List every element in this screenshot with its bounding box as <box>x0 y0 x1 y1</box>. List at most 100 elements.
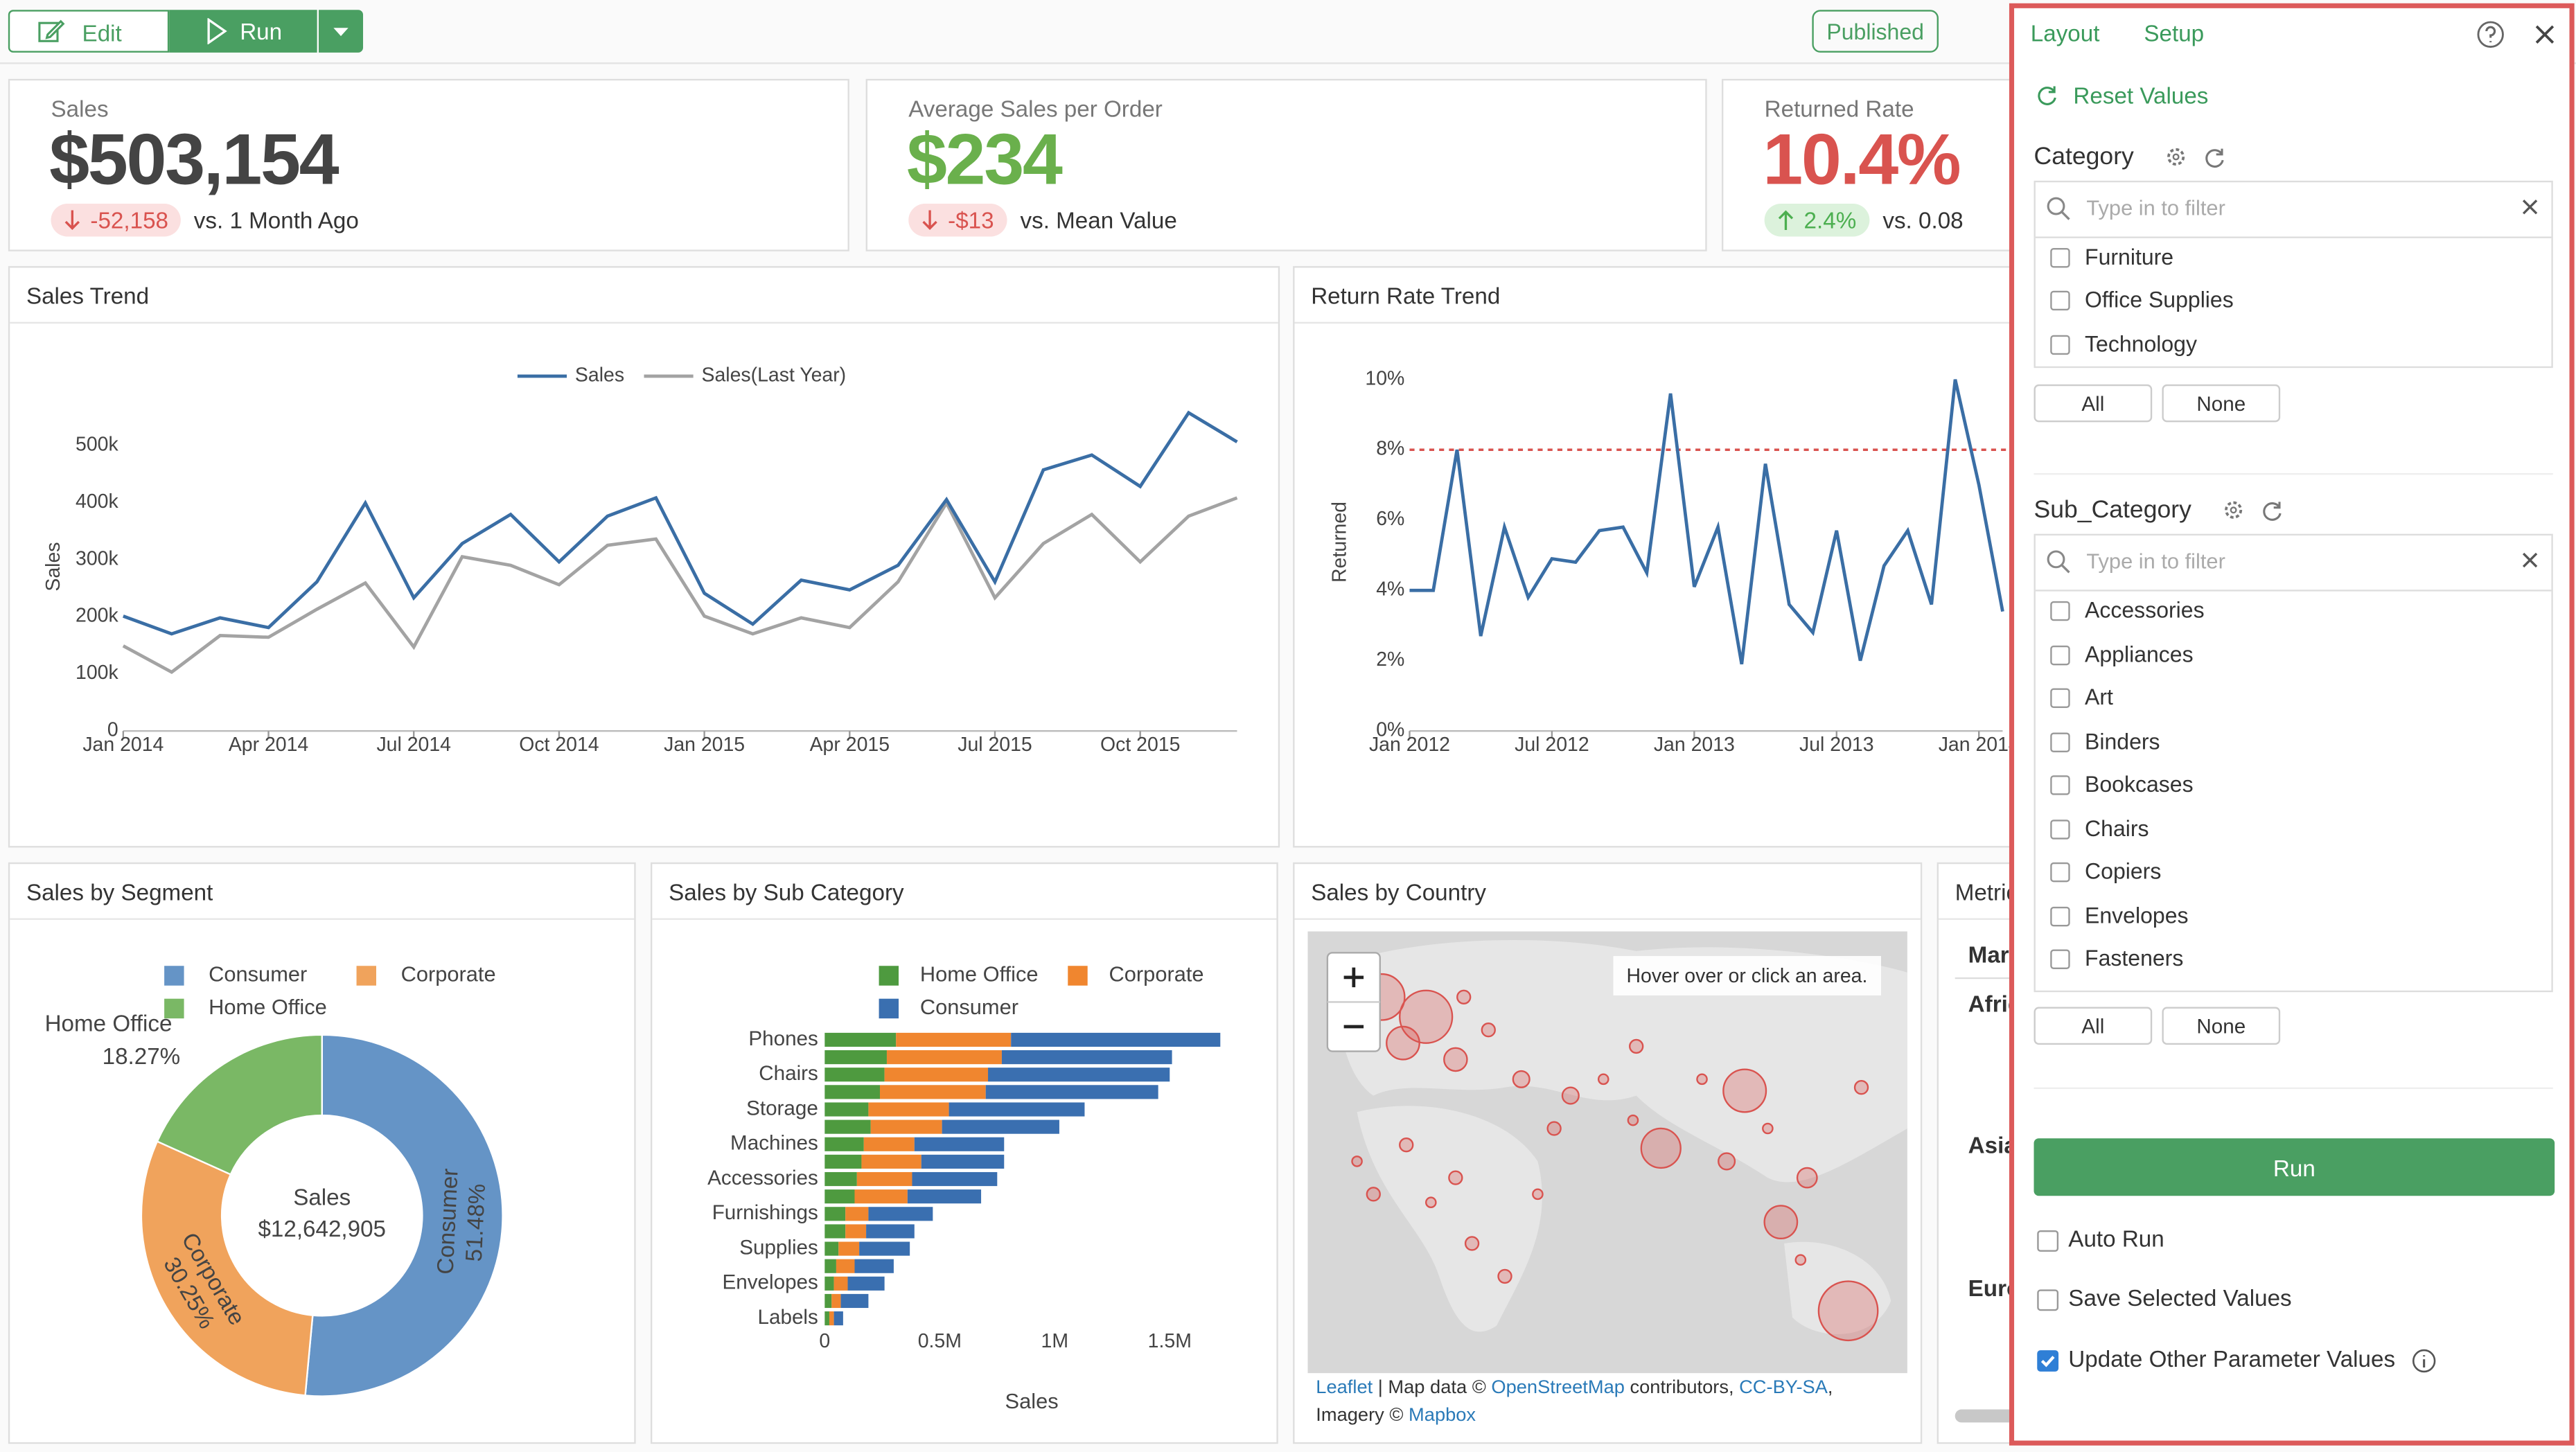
reset-values[interactable]: Reset Values <box>2073 82 2209 109</box>
option-label[interactable]: Art <box>2085 684 2113 710</box>
run-menu-button[interactable] <box>319 10 364 53</box>
map-attribution: Leaflet | Map data © OpenStreetMap contr… <box>1307 1375 1899 1431</box>
card-divider <box>1294 321 2564 324</box>
delta-arrow <box>922 210 937 230</box>
option-checkbox[interactable] <box>2050 601 2070 621</box>
filter-search-divider <box>2035 590 2552 592</box>
info-ring <box>2412 1349 2436 1373</box>
pencil-icon <box>38 19 65 42</box>
card-title: Sales by Country <box>1311 878 1486 905</box>
filter-input[interactable]: Type in to filter <box>2086 548 2225 574</box>
attribution-link[interactable]: Mapbox <box>1409 1406 1476 1426</box>
card-title: Sales by Sub Category <box>669 878 904 905</box>
select-none-button[interactable]: None <box>2162 1007 2281 1045</box>
section-divider <box>2034 472 2553 475</box>
option-checkbox[interactable] <box>2050 334 2070 355</box>
option-label[interactable]: Furniture <box>2085 245 2174 269</box>
filter-input[interactable]: Type in to filter <box>2086 195 2225 220</box>
map[interactable] <box>1307 931 1907 1374</box>
option-label[interactable]: Appliances <box>2085 641 2194 666</box>
card-title: Sales Trend <box>26 282 150 309</box>
panel-tab[interactable]: Layout <box>2030 19 2100 46</box>
handle <box>2061 564 2070 574</box>
option-checkbox[interactable] <box>2050 905 2070 926</box>
arrow-shape <box>1778 210 1794 230</box>
select-all-button[interactable]: All <box>2034 1007 2153 1045</box>
kpi-delta: 2.4% <box>1764 204 1870 237</box>
attribution-link[interactable]: OpenStreetMap <box>1491 1378 1625 1398</box>
setting-checkbox[interactable] <box>2037 1289 2059 1311</box>
select-none-button[interactable]: None <box>2162 384 2281 423</box>
attribution-text: contributors, <box>1624 1378 1740 1398</box>
filter-search-divider <box>2035 236 2552 238</box>
zoom-in-icon[interactable] <box>1343 967 1364 988</box>
panel-tab[interactable]: Setup <box>2144 19 2205 46</box>
scrollbar[interactable] <box>1955 1409 2021 1423</box>
option-label[interactable]: Envelopes <box>2085 902 2189 928</box>
lens <box>2047 550 2065 569</box>
option-checkbox[interactable] <box>2050 732 2070 752</box>
option-label[interactable]: Chairs <box>2085 815 2149 840</box>
kpi-value: $503,154 <box>49 120 339 201</box>
status-badge[interactable]: Published <box>1812 10 1939 53</box>
help-icon <box>2477 21 2504 48</box>
option-label[interactable]: Fasteners <box>2085 946 2184 971</box>
sub-category-card: Sales by Sub Category <box>650 862 1278 1444</box>
setting-label[interactable]: Update Other Parameter Values <box>2068 1345 2396 1372</box>
gear-icon <box>2167 148 2185 166</box>
option-label[interactable]: Technology <box>2085 331 2197 356</box>
gear-hub <box>2230 506 2237 514</box>
kpi-card: Average Sales per Order $234 -$13 vs. Mean … <box>865 78 1707 251</box>
refresh-icon <box>2038 86 2056 105</box>
delta-value: 2.4% <box>1803 206 1857 233</box>
option-label[interactable]: Office Supplies <box>2085 287 2234 313</box>
option-checkbox[interactable] <box>2050 291 2070 311</box>
kpi-delta: -$13 <box>908 204 1007 237</box>
edit-button[interactable]: Edit <box>8 10 170 53</box>
refresh-arc <box>2038 86 2056 105</box>
option-label[interactable]: Accessories <box>2085 598 2205 623</box>
arrow-shape <box>922 210 937 230</box>
setting-checkbox[interactable] <box>2037 1350 2059 1372</box>
option-checkbox[interactable] <box>2050 688 2070 708</box>
gear-hub <box>2172 153 2180 161</box>
run-button[interactable]: Run <box>2034 1138 2555 1196</box>
sales-trend-card: Sales Trend <box>8 266 1280 848</box>
segment-card: Sales by Segment <box>8 862 636 1444</box>
gear-icon <box>2225 501 2243 519</box>
kpi-card: Sales $503,154 -52,158 vs. 1 Month Ago <box>8 78 849 251</box>
filter-box <box>2034 533 2553 993</box>
arrow-shape <box>64 210 80 230</box>
map-land <box>1338 940 1907 1183</box>
setting-label[interactable]: Save Selected Values <box>2068 1284 2292 1311</box>
refresh-icon <box>2263 502 2282 521</box>
clear-cross <box>2522 552 2538 568</box>
close-icon <box>2535 25 2555 44</box>
setting-label[interactable]: Auto Run <box>2068 1225 2164 1252</box>
kpi-value: $234 <box>906 120 1063 201</box>
attribution-text: , Imagery © <box>1316 1378 1833 1426</box>
option-checkbox[interactable] <box>2050 644 2070 665</box>
card-divider <box>1294 918 1921 920</box>
help-ring <box>2477 21 2504 48</box>
option-label[interactable]: Bookcases <box>2085 772 2194 797</box>
option-label[interactable]: Binders <box>2085 728 2160 754</box>
option-checkbox[interactable] <box>2050 248 2070 268</box>
gear-ring <box>2225 501 2243 519</box>
setting-checkbox[interactable] <box>2037 1230 2059 1252</box>
delta-arrow <box>1778 210 1794 230</box>
run-button[interactable]: Run <box>169 10 317 53</box>
attribution-link[interactable]: Leaflet <box>1316 1378 1373 1398</box>
map-card: Sales by Country Hover over or click an … <box>1293 862 1923 1444</box>
option-checkbox[interactable] <box>2050 819 2070 839</box>
card-divider <box>10 918 635 920</box>
option-checkbox[interactable] <box>2050 862 2070 883</box>
play-icon <box>207 18 227 45</box>
attribution-link[interactable]: CC-BY-SA <box>1739 1378 1828 1398</box>
select-all-button[interactable]: All <box>2034 384 2153 423</box>
option-checkbox[interactable] <box>2050 775 2070 795</box>
option-label[interactable]: Copiers <box>2085 859 2162 884</box>
section-divider <box>2034 1087 2553 1090</box>
option-checkbox[interactable] <box>2050 949 2070 969</box>
card-divider <box>652 918 1277 920</box>
